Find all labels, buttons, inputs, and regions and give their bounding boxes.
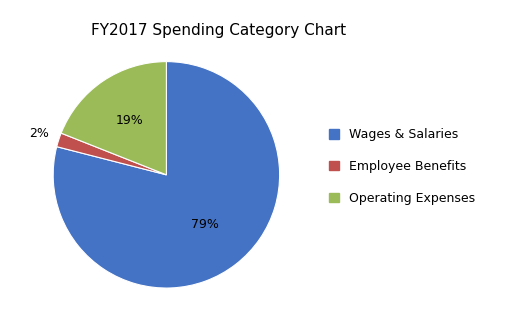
Text: 19%: 19%: [115, 114, 144, 127]
Text: 2%: 2%: [30, 127, 49, 140]
Wedge shape: [57, 133, 166, 175]
Wedge shape: [61, 62, 166, 175]
Legend: Wages & Salaries, Employee Benefits, Operating Expenses: Wages & Salaries, Employee Benefits, Ope…: [329, 128, 475, 205]
Wedge shape: [53, 62, 280, 288]
Text: 79%: 79%: [191, 217, 218, 230]
Text: FY2017 Spending Category Chart: FY2017 Spending Category Chart: [91, 23, 346, 38]
